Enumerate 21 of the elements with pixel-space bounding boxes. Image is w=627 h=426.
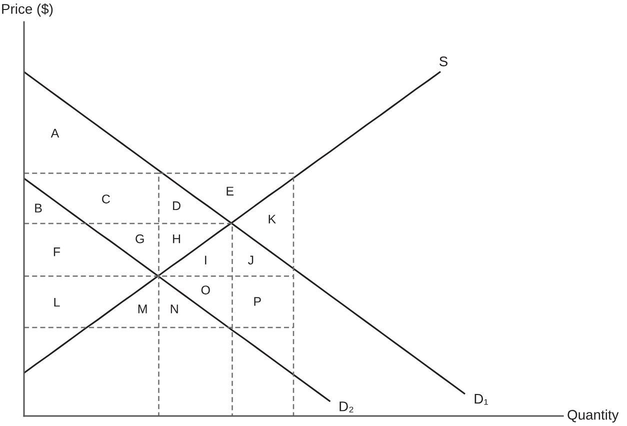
annotation: I — [205, 256, 206, 264]
annotation: F — [54, 248, 60, 256]
annotation: D — [173, 201, 180, 210]
annotation: N — [170, 304, 178, 314]
annotation: K — [268, 214, 276, 224]
annotation: P — [254, 297, 261, 306]
annotation: A — [50, 128, 60, 138]
series-label: S — [440, 56, 448, 66]
annotation: B — [35, 204, 42, 212]
annotation: O — [201, 286, 210, 294]
series-label: D₂ — [340, 402, 354, 412]
annotation: G — [136, 234, 144, 244]
annotation: M — [138, 304, 147, 314]
annotation: C — [102, 194, 110, 204]
annotation: H — [173, 234, 180, 244]
annotation: J — [248, 256, 254, 265]
series-label: D₁ — [474, 394, 488, 405]
annotation: L — [54, 298, 60, 307]
x-axis-title: Quantity — [568, 410, 619, 422]
annotation: E — [226, 186, 234, 196]
y-axis-title: Price ($) — [2, 3, 53, 17]
